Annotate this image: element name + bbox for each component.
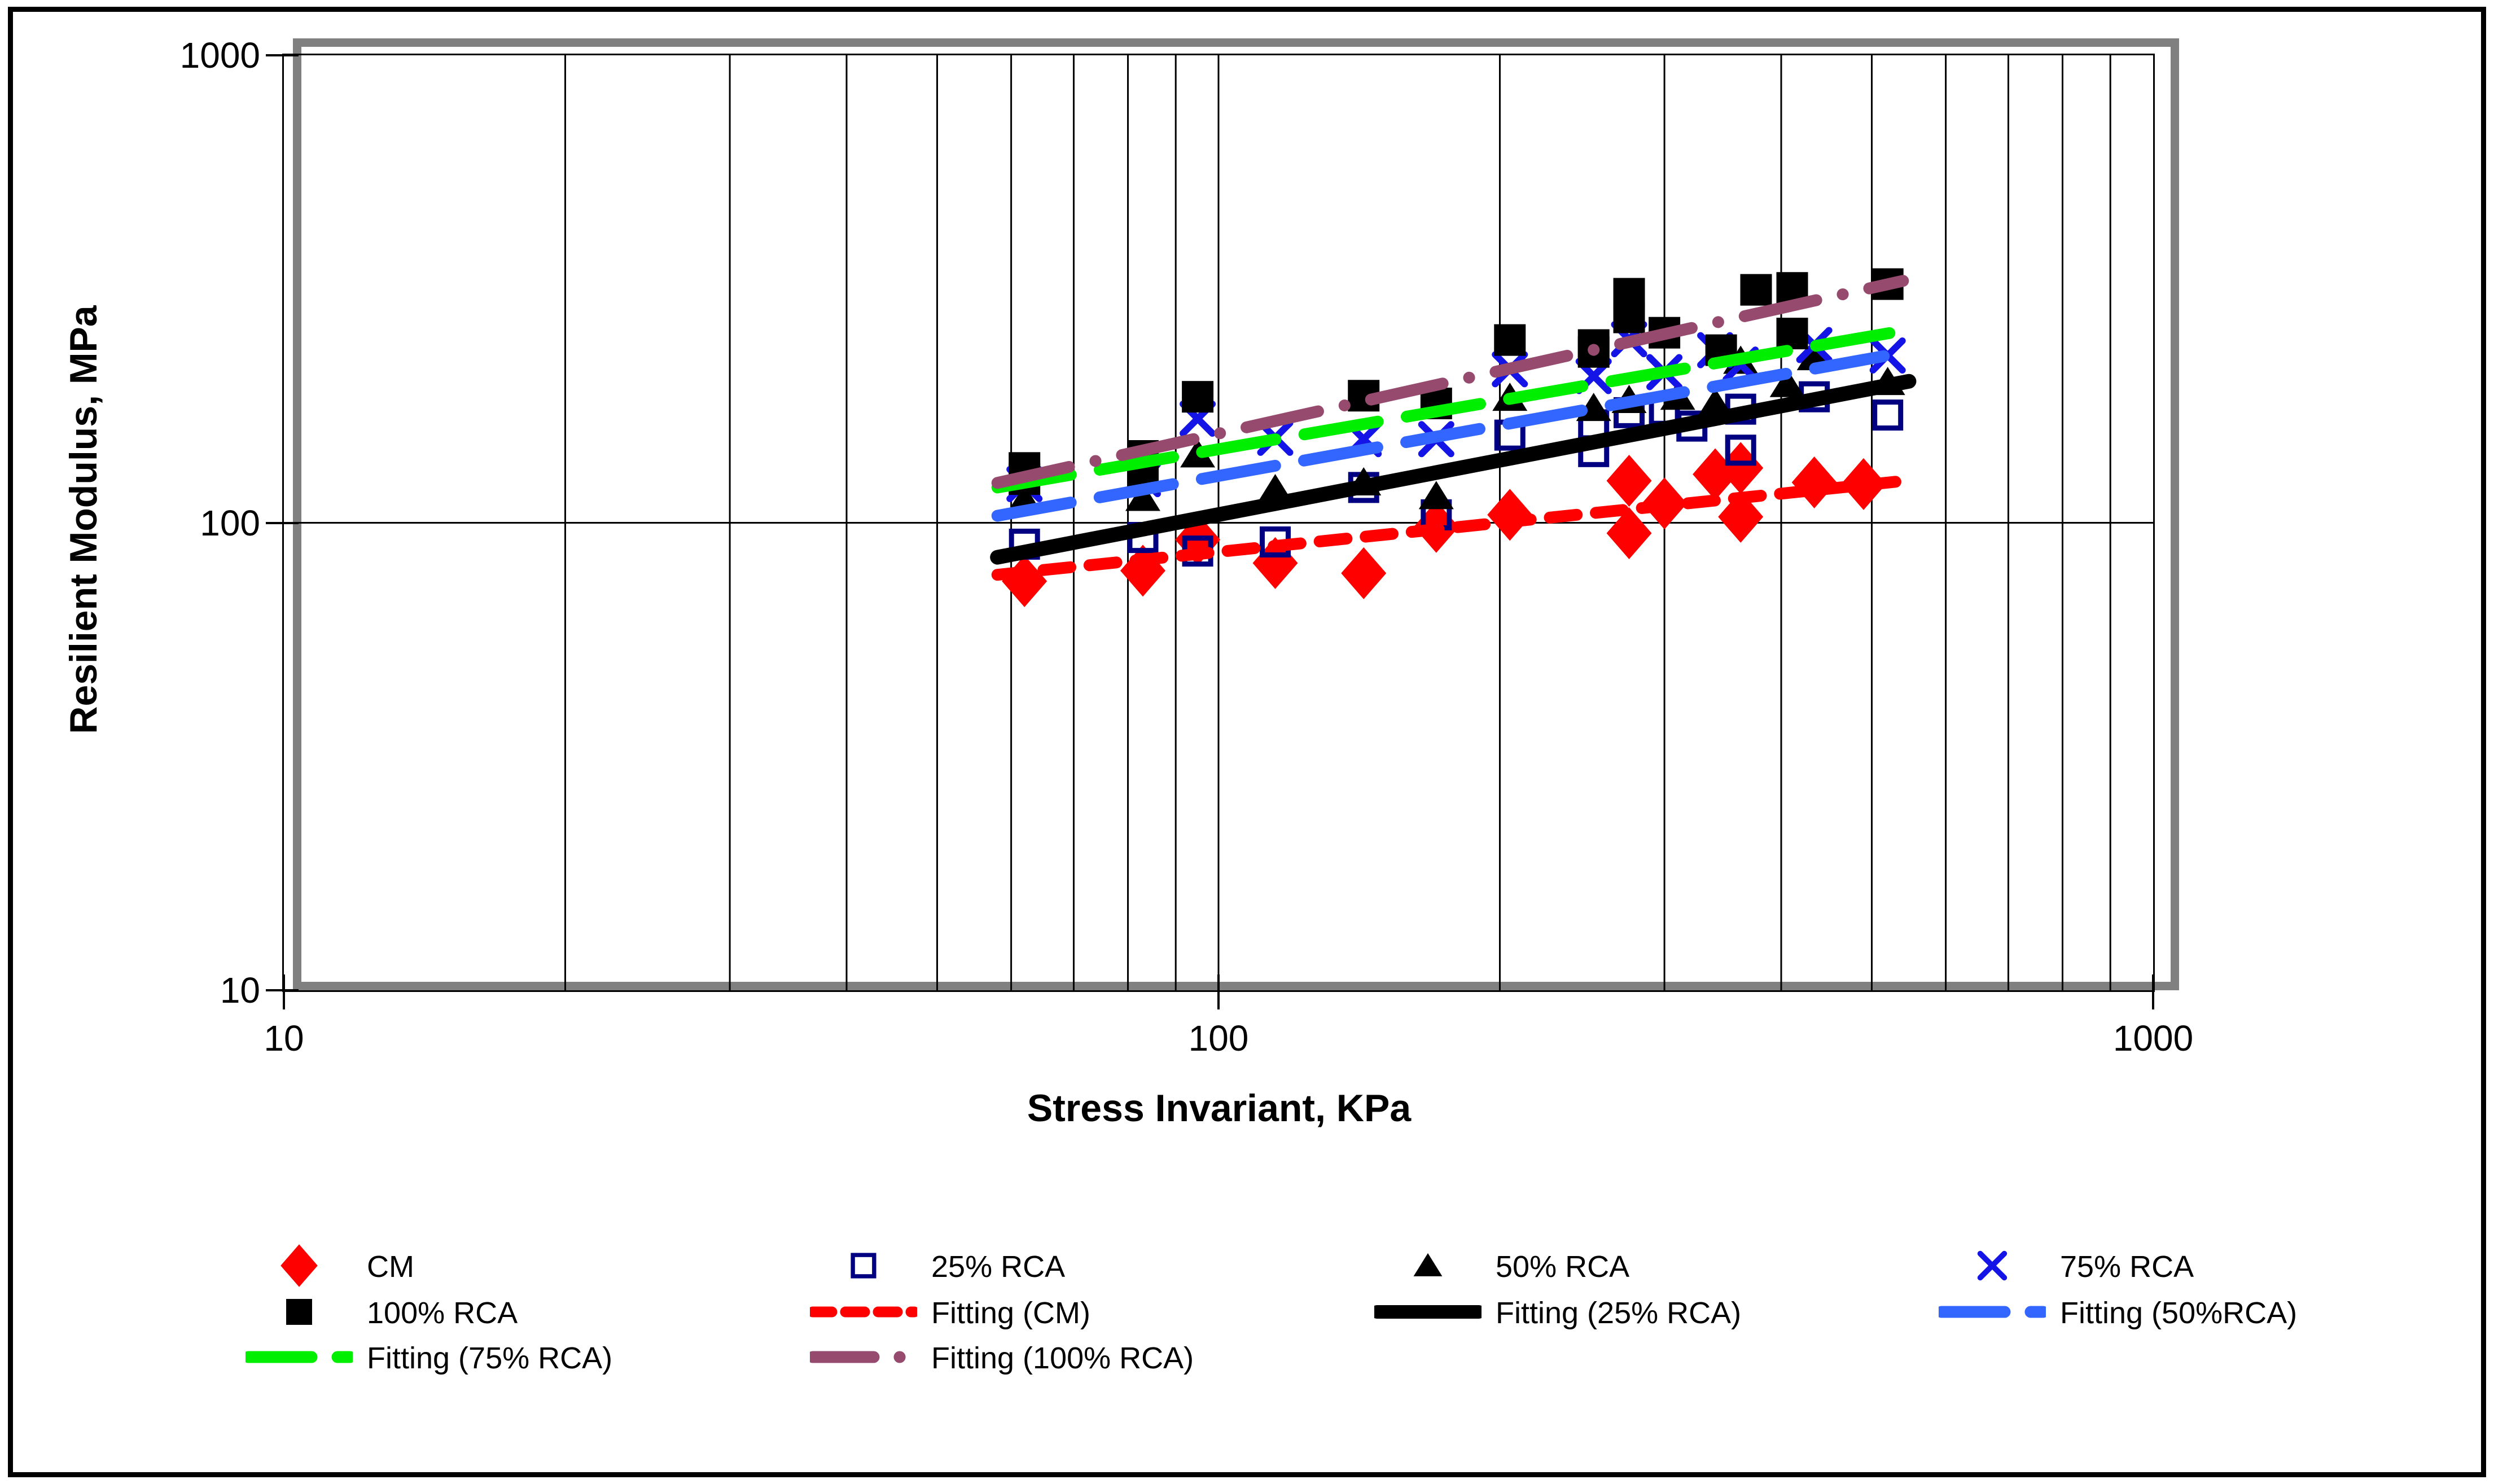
legend-swatch-marker-triangle — [1374, 1244, 1482, 1290]
data-point-diamond — [1341, 547, 1387, 599]
data-point-diamond — [1606, 455, 1652, 507]
y-axis-tick — [266, 989, 299, 991]
data-point-diamond — [1840, 458, 1886, 510]
x-axis-tick — [2152, 974, 2154, 1009]
fit-line-Fitting-100-RCA- — [991, 275, 1909, 489]
legend-label: Fitting (25% RCA) — [1496, 1296, 1742, 1330]
legend-swatch-marker-square — [246, 1290, 353, 1336]
y-tick-label: 10 — [220, 970, 260, 1011]
legend-label: CM — [367, 1250, 414, 1284]
legend-label: 75% RCA — [2060, 1250, 2194, 1284]
y-tick-label: 1000 — [179, 35, 260, 76]
x-axis-title: Stress Invariant, KPa — [1027, 1087, 1412, 1130]
y-axis-tick — [266, 521, 299, 524]
data-point-open-square — [1725, 434, 1756, 466]
data-point-diamond — [1718, 490, 1764, 543]
x-axis-tick — [283, 974, 285, 1009]
data-point-triangle — [1125, 482, 1160, 511]
x-axis-tick — [1217, 974, 1220, 1009]
data-point-square — [1182, 381, 1214, 413]
data-point-triangle — [1418, 481, 1454, 510]
legend-swatch-line-dash — [807, 1290, 920, 1336]
figure-border — [8, 7, 2486, 1477]
data-point-square — [1776, 318, 1808, 350]
x-tick-label: 100 — [1188, 1018, 1249, 1059]
legend-swatch-marker-diamond — [246, 1244, 353, 1290]
legend-swatch-line-longdash — [242, 1336, 356, 1381]
data-point-triangle — [1413, 1253, 1443, 1276]
data-point-diamond — [280, 1244, 318, 1287]
data-point-x — [1977, 1250, 2008, 1281]
fit-line-Fitting-CM- — [991, 476, 1901, 581]
y-tick-label: 100 — [200, 502, 260, 543]
legend-label: 100% RCA — [367, 1296, 518, 1330]
legend-label: 25% RCA — [931, 1250, 1066, 1284]
data-point-square — [1613, 278, 1645, 310]
data-point-square — [1494, 324, 1526, 356]
legend-swatch-line-solid — [1370, 1290, 1485, 1336]
data-point-triangle — [1698, 388, 1733, 417]
legend-swatch-marker-x — [1939, 1244, 2046, 1290]
legend-label: 50% RCA — [1496, 1250, 1630, 1284]
data-point-square — [1740, 274, 1772, 306]
fit-line-Fitting-75-RCA- — [991, 326, 1900, 494]
data-point-open-square — [851, 1253, 876, 1279]
plot-area-shadow — [293, 38, 2179, 990]
data-point-square — [286, 1299, 312, 1325]
legend-swatch-line-longdash — [1935, 1290, 2049, 1336]
data-point-diamond — [1606, 507, 1652, 559]
x-tick-label: 10 — [264, 1018, 304, 1059]
legend-label: Fitting (75% RCA) — [367, 1341, 613, 1375]
legend-label: Fitting (100% RCA) — [931, 1341, 1194, 1375]
y-axis-tick — [266, 54, 299, 56]
plot-area-border — [282, 54, 2155, 992]
legend-label: Fitting (50%RCA) — [2060, 1296, 2298, 1330]
legend-swatch-line-dashdot — [807, 1336, 921, 1381]
fit-line-Fitting-25-RCA- — [990, 374, 1917, 565]
data-point-triangle — [1769, 368, 1805, 397]
legend-label: Fitting (CM) — [931, 1296, 1090, 1330]
legend-swatch-marker-open-square — [810, 1244, 917, 1290]
x-tick-label: 1000 — [2112, 1018, 2194, 1059]
fit-line-Fitting-50-RCA- — [991, 350, 1890, 522]
data-point-open-square — [1872, 399, 1904, 431]
plot-area — [284, 55, 2153, 990]
data-point-diamond — [1487, 489, 1533, 541]
y-axis-title: Resilient Modulus, MPa — [62, 305, 105, 734]
